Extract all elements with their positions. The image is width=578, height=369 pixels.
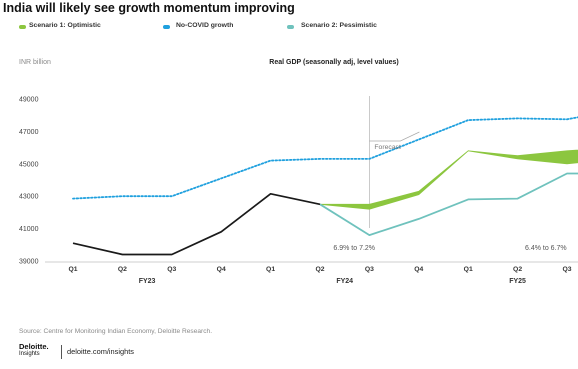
legend-label-no-covid: No-COVID growth: [176, 22, 234, 29]
y-tick-label: 41000: [19, 226, 39, 233]
source-note: Source: Centre for Monitoring Indian Eco…: [19, 328, 213, 335]
fiscal-year-label: FY25: [509, 278, 526, 285]
deloitte-logo-insights: Insights: [19, 351, 40, 357]
deloitte-logo: Deloitte.: [19, 342, 49, 351]
legend-swatch-no-covid: [163, 24, 170, 29]
series-optimistic-band: [319, 149, 578, 210]
forecast-leader-line: [369, 131, 420, 142]
brand-divider: [61, 345, 62, 359]
y-tick-label: 45000: [19, 161, 39, 168]
x-tick-label: Q4: [217, 266, 226, 273]
growth-range-fy24: 6.9% to 7.2%: [333, 245, 375, 252]
x-tick-label: Q3: [167, 266, 176, 273]
legend-label-pessimistic: Scenario 2: Pessimistic: [301, 22, 377, 29]
x-tick-label: Q1: [266, 266, 275, 273]
y-tick-label: 43000: [19, 194, 39, 201]
x-tick-label: Q4: [414, 266, 423, 273]
y-tick-label: 47000: [19, 129, 39, 136]
x-tick-label: Q3: [562, 266, 571, 273]
x-tick-label: Q2: [118, 266, 127, 273]
series-pessimistic-line: [319, 172, 578, 237]
brand-url[interactable]: deloitte.com/insights: [67, 347, 134, 356]
y-axis-label: INR billion: [19, 59, 51, 66]
y-tick-label: 49000: [19, 97, 39, 104]
legend-swatch-optimistic: [19, 24, 26, 29]
legend-label-optimistic: Scenario 1: Optimistic: [29, 22, 101, 29]
legend-swatch-pessimistic: [287, 24, 294, 29]
series-actual-line: [72, 192, 321, 256]
x-tick-label: Q1: [464, 266, 473, 273]
fiscal-year-label: FY23: [139, 278, 156, 285]
x-tick-label: Q2: [315, 266, 324, 273]
x-tick-label: Q2: [513, 266, 522, 273]
forecast-label: Forecast: [374, 144, 401, 151]
growth-range-fy25: 6.4% to 6.7%: [525, 245, 567, 252]
chart-subtitle: Real GDP (seasonally adj, level values): [269, 59, 398, 66]
x-tick-label: Q1: [68, 266, 77, 273]
chart-title: India will likely see growth momentum im…: [3, 1, 295, 15]
y-tick-label: 39000: [19, 259, 39, 266]
fiscal-year-label: FY24: [336, 278, 353, 285]
x-tick-label: Q3: [365, 266, 374, 273]
series-no-covid-line: [72, 116, 578, 200]
